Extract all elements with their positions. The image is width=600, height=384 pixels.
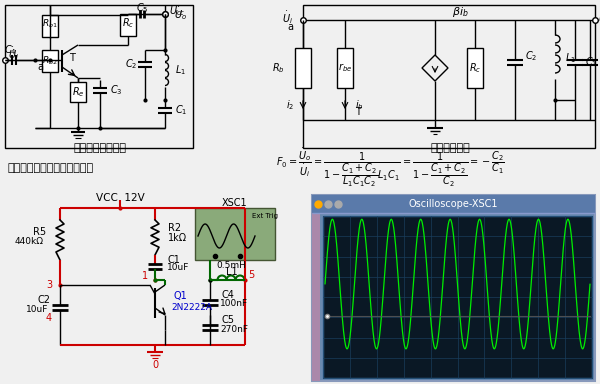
Text: $\dot{U}_i$: $\dot{U}_i$ [8,46,20,63]
Text: 10uF: 10uF [167,263,190,273]
Text: $R_c$: $R_c$ [469,61,481,75]
Text: $\dot{U}_o$: $\dot{U}_o$ [174,5,187,22]
Bar [5,5,193,148]
Text: XSC1: XSC1 [222,198,248,208]
Text: $L_1$: $L_1$ [565,51,576,65]
Text: 电容三点式振荡器: 电容三点式振荡器 [74,143,127,153]
Text: C4: C4 [222,290,235,300]
Text: R5: R5 [33,227,46,237]
Text: $C_1$: $C_1$ [585,55,598,69]
Text: $R_c$: $R_c$ [122,16,134,30]
Text: 0: 0 [152,360,158,370]
Text: $C_5$: $C_5$ [136,1,148,15]
Text: 0.5mH: 0.5mH [216,260,246,270]
Bar [42,15,58,37]
Text: 100nF: 100nF [220,300,248,308]
Text: Oscilloscope-XSC1: Oscilloscope-XSC1 [408,199,498,209]
Text: C2: C2 [37,295,50,305]
Text: $\beta i_b$: $\beta i_b$ [452,5,469,19]
Bar [467,48,483,88]
Text: 440kΩ: 440kΩ [15,237,44,247]
Text: a: a [37,62,43,72]
Text: $C_3$: $C_3$ [110,83,122,97]
Text: C5: C5 [222,315,235,325]
Text: 摘自元增民《模拟电子技术》: 摘自元增民《模拟电子技术》 [8,163,94,173]
Text: $F_0 = \dfrac{\dot{U}_o}{\dot{U}_i} = \dfrac{1}{1-\dfrac{C_1+C_2}{L_1C_1C_2}L_1C: $F_0 = \dfrac{\dot{U}_o}{\dot{U}_i} = \d… [275,147,505,189]
Text: $R_e$: $R_e$ [71,85,85,99]
Text: $U_{cc}$: $U_{cc}$ [169,4,185,18]
Text: a: a [287,22,293,32]
Bar [295,48,311,88]
Text: $C_2$: $C_2$ [125,57,137,71]
Bar [195,208,275,260]
Text: 4: 4 [46,313,52,323]
Text: C1: C1 [167,255,180,265]
Bar [312,195,595,381]
Bar [303,5,595,148]
Text: $R_{b1}$: $R_{b1}$ [42,18,58,30]
Bar [337,48,353,88]
Bar [312,213,320,381]
Text: $C_4$: $C_4$ [4,43,16,57]
Text: 3: 3 [46,280,52,290]
Text: Ext Trig: Ext Trig [252,213,278,219]
Bar [70,82,86,102]
Text: 1kΩ: 1kΩ [168,233,187,243]
Text: VCC  12V: VCC 12V [95,193,145,203]
Text: T: T [355,107,361,117]
Text: $i_b$: $i_b$ [355,98,364,112]
Text: $C_1$: $C_1$ [175,103,187,117]
Text: R2: R2 [168,223,181,233]
Text: $C_1$: $C_1$ [599,56,600,68]
Text: $C_2$: $C_2$ [525,49,538,63]
Text: 270nF: 270nF [220,324,248,333]
Text: Q1: Q1 [173,291,187,301]
Text: L1: L1 [226,267,238,277]
Text: $R_b$: $R_b$ [272,61,285,75]
Bar [323,216,592,378]
Bar [42,50,58,72]
Text: $\dot{U}_o$: $\dot{U}_o$ [598,10,600,26]
Text: $L_1$: $L_1$ [175,63,186,77]
Text: $\dot{U}_i$: $\dot{U}_i$ [282,10,293,26]
Text: T: T [69,53,75,63]
Bar [312,195,595,213]
Text: $R_{b2}$: $R_{b2}$ [42,55,58,67]
Bar [120,14,136,36]
Text: 交流等效电路: 交流等效电路 [430,143,470,153]
Text: 5: 5 [248,270,254,280]
Text: 10uF: 10uF [26,305,48,313]
Text: $r_{be}$: $r_{be}$ [338,61,352,74]
Text: 1: 1 [142,271,148,281]
Text: $i_2$: $i_2$ [286,98,294,112]
Text: 2N2222A: 2N2222A [171,303,212,311]
